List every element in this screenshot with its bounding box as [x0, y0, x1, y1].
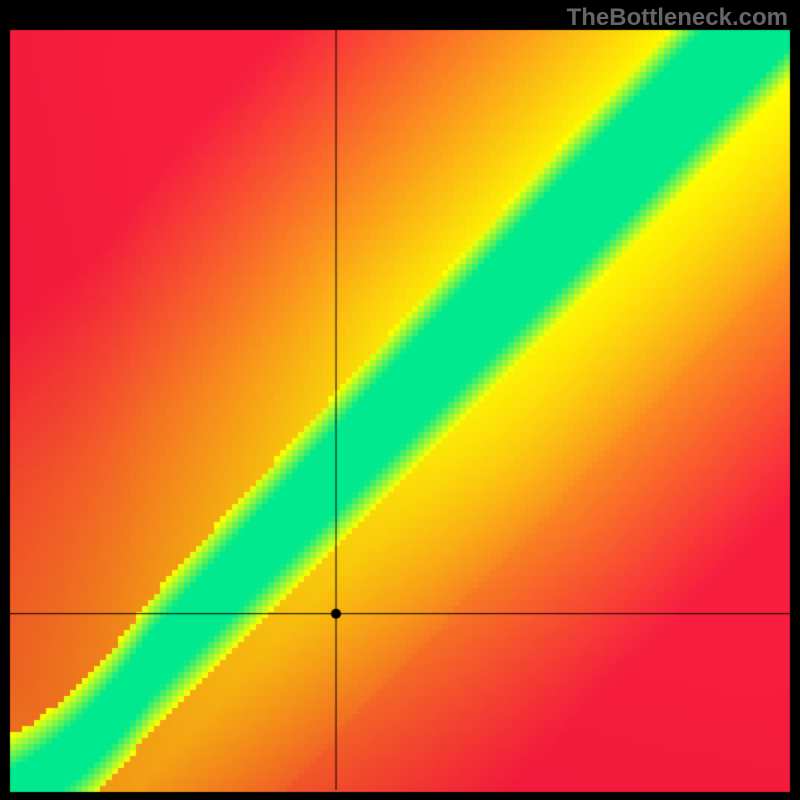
bottleneck-heatmap: [0, 0, 800, 800]
watermark-label: TheBottleneck.com: [567, 4, 788, 32]
chart-container: TheBottleneck.com: [0, 0, 800, 800]
